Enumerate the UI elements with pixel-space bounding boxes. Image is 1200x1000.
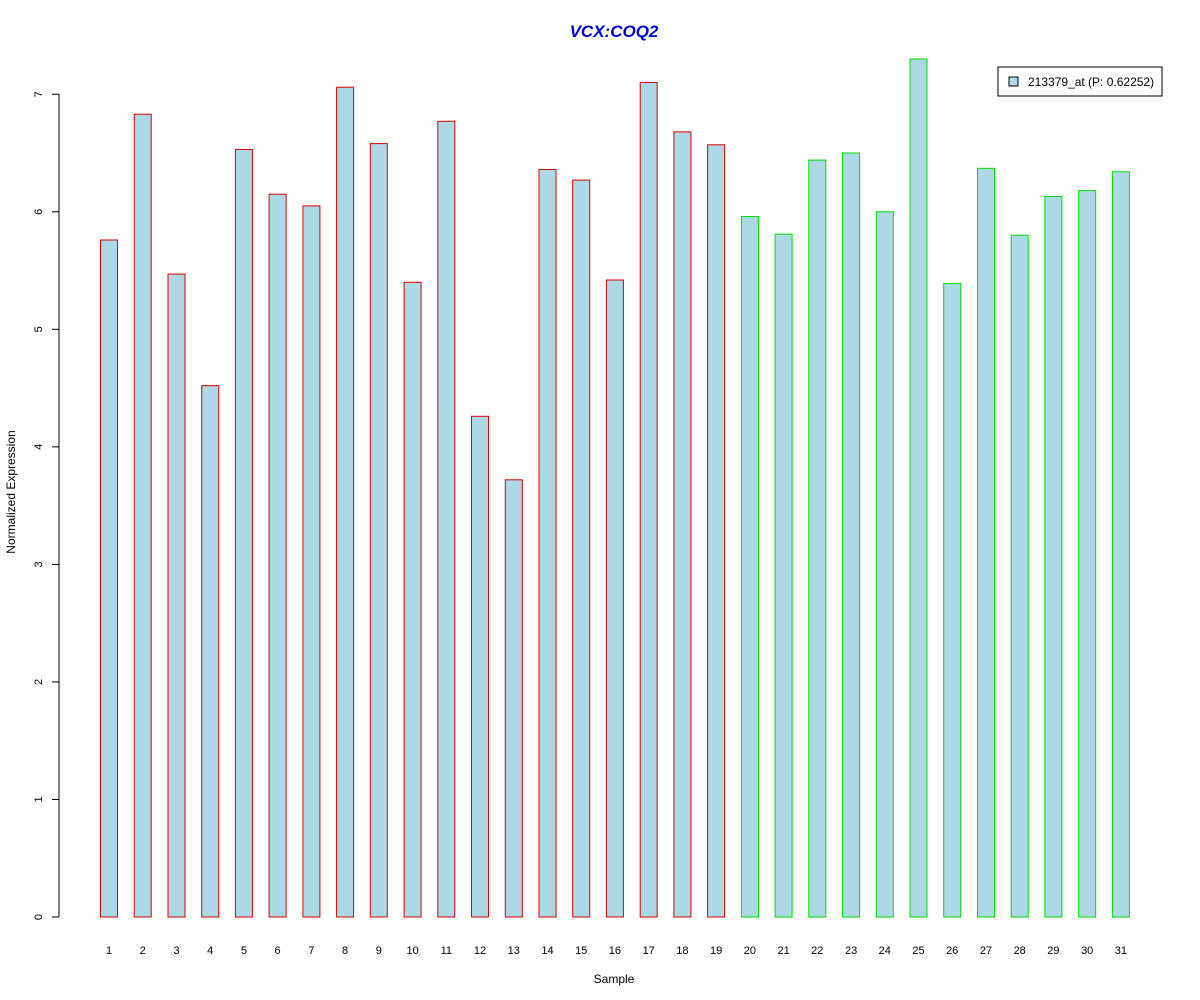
bar <box>977 167 995 918</box>
y-tick-label: 0 <box>33 914 45 920</box>
x-tick-label: 23 <box>845 945 857 957</box>
y-tick-label: 4 <box>33 444 45 450</box>
legend-box <box>997 66 1163 97</box>
x-tick-label: 19 <box>710 945 722 957</box>
x-tick-label: 11 <box>441 945 452 957</box>
bar <box>673 131 692 918</box>
bar <box>707 144 726 918</box>
bar <box>167 273 186 918</box>
x-tick-label: 16 <box>609 945 621 957</box>
bar <box>605 279 624 918</box>
bar <box>572 179 591 918</box>
x-axis-labels: 1 2 3 4 5 6 7 8 9 10 11 12 13 14 15 16 17 18 19 20 21 22 23 24 2… <box>106 945 1127 957</box>
bar <box>302 205 321 918</box>
x-tick-label: 27 <box>980 945 992 957</box>
legend: 213379_at (P: 0.62252) <box>997 66 1163 97</box>
x-tick-label: 26 <box>946 945 958 957</box>
legend-swatch <box>1008 76 1019 87</box>
bar <box>100 239 118 918</box>
bar <box>842 152 861 918</box>
x-tick-label: 9 <box>376 945 382 957</box>
legend-label: 213379_at (P: 0.62252) <box>1028 75 1154 89</box>
x-tick-label: 15 <box>575 945 587 957</box>
bar <box>1010 234 1029 918</box>
bar <box>133 113 152 918</box>
bar <box>504 479 523 918</box>
bar <box>201 385 220 918</box>
bar <box>1078 190 1097 918</box>
x-tick-label: 25 <box>912 945 924 957</box>
bar <box>909 58 928 918</box>
bar <box>369 143 388 918</box>
bar <box>471 415 489 918</box>
x-tick-label: 28 <box>1014 945 1026 957</box>
x-tick-label: 8 <box>342 945 348 957</box>
y-axis-title: Normalized Expression <box>4 430 18 553</box>
y-tick-label: 2 <box>33 679 45 685</box>
bar <box>808 159 827 918</box>
x-tick-label: 2 <box>140 945 146 957</box>
bar <box>234 149 253 918</box>
bar <box>403 281 422 918</box>
bar <box>774 233 793 918</box>
x-tick-label: 31 <box>1115 945 1127 957</box>
bar <box>437 120 456 918</box>
bar <box>336 86 355 918</box>
x-tick-label: 6 <box>275 945 281 957</box>
y-tick-label: 5 <box>33 326 45 332</box>
x-tick-label: 7 <box>308 945 314 957</box>
y-tick-label: 6 <box>33 209 45 215</box>
x-tick-label: 17 <box>643 945 655 957</box>
y-tick-label: 7 <box>33 91 45 97</box>
x-tick-label: 29 <box>1047 945 1059 957</box>
x-tick-label: 18 <box>676 945 688 957</box>
bar <box>875 211 894 918</box>
bar <box>538 169 557 918</box>
x-tick-label: 1 <box>106 945 112 957</box>
x-tick-label: 3 <box>173 945 179 957</box>
bar <box>943 283 962 918</box>
x-tick-label: 21 <box>777 945 789 957</box>
x-tick-label: 13 <box>508 945 520 957</box>
x-tick-label: 24 <box>879 945 891 957</box>
bar <box>639 82 658 918</box>
bar <box>268 193 287 918</box>
bar <box>1044 196 1063 918</box>
y-tick-label: 3 <box>33 561 45 567</box>
chart-title: VCX:COQ2 <box>570 22 659 41</box>
x-tick-label: 4 <box>207 945 213 957</box>
x-tick-label: 12 <box>474 945 486 957</box>
bars <box>100 58 1130 918</box>
x-tick-label: 20 <box>744 945 756 957</box>
x-tick-label: 22 <box>811 945 823 957</box>
y-tick-label: 1 <box>33 796 45 802</box>
x-tick-label: 14 <box>541 945 553 957</box>
bar <box>740 216 759 918</box>
bar <box>1111 171 1130 918</box>
x-tick-label: 10 <box>406 945 418 957</box>
y-axis: 0 1 2 3 4 5 6 7 <box>33 91 60 920</box>
x-tick-label: 5 <box>241 945 247 957</box>
x-axis-title: Sample <box>594 972 635 986</box>
x-tick-label: 30 <box>1081 945 1093 957</box>
